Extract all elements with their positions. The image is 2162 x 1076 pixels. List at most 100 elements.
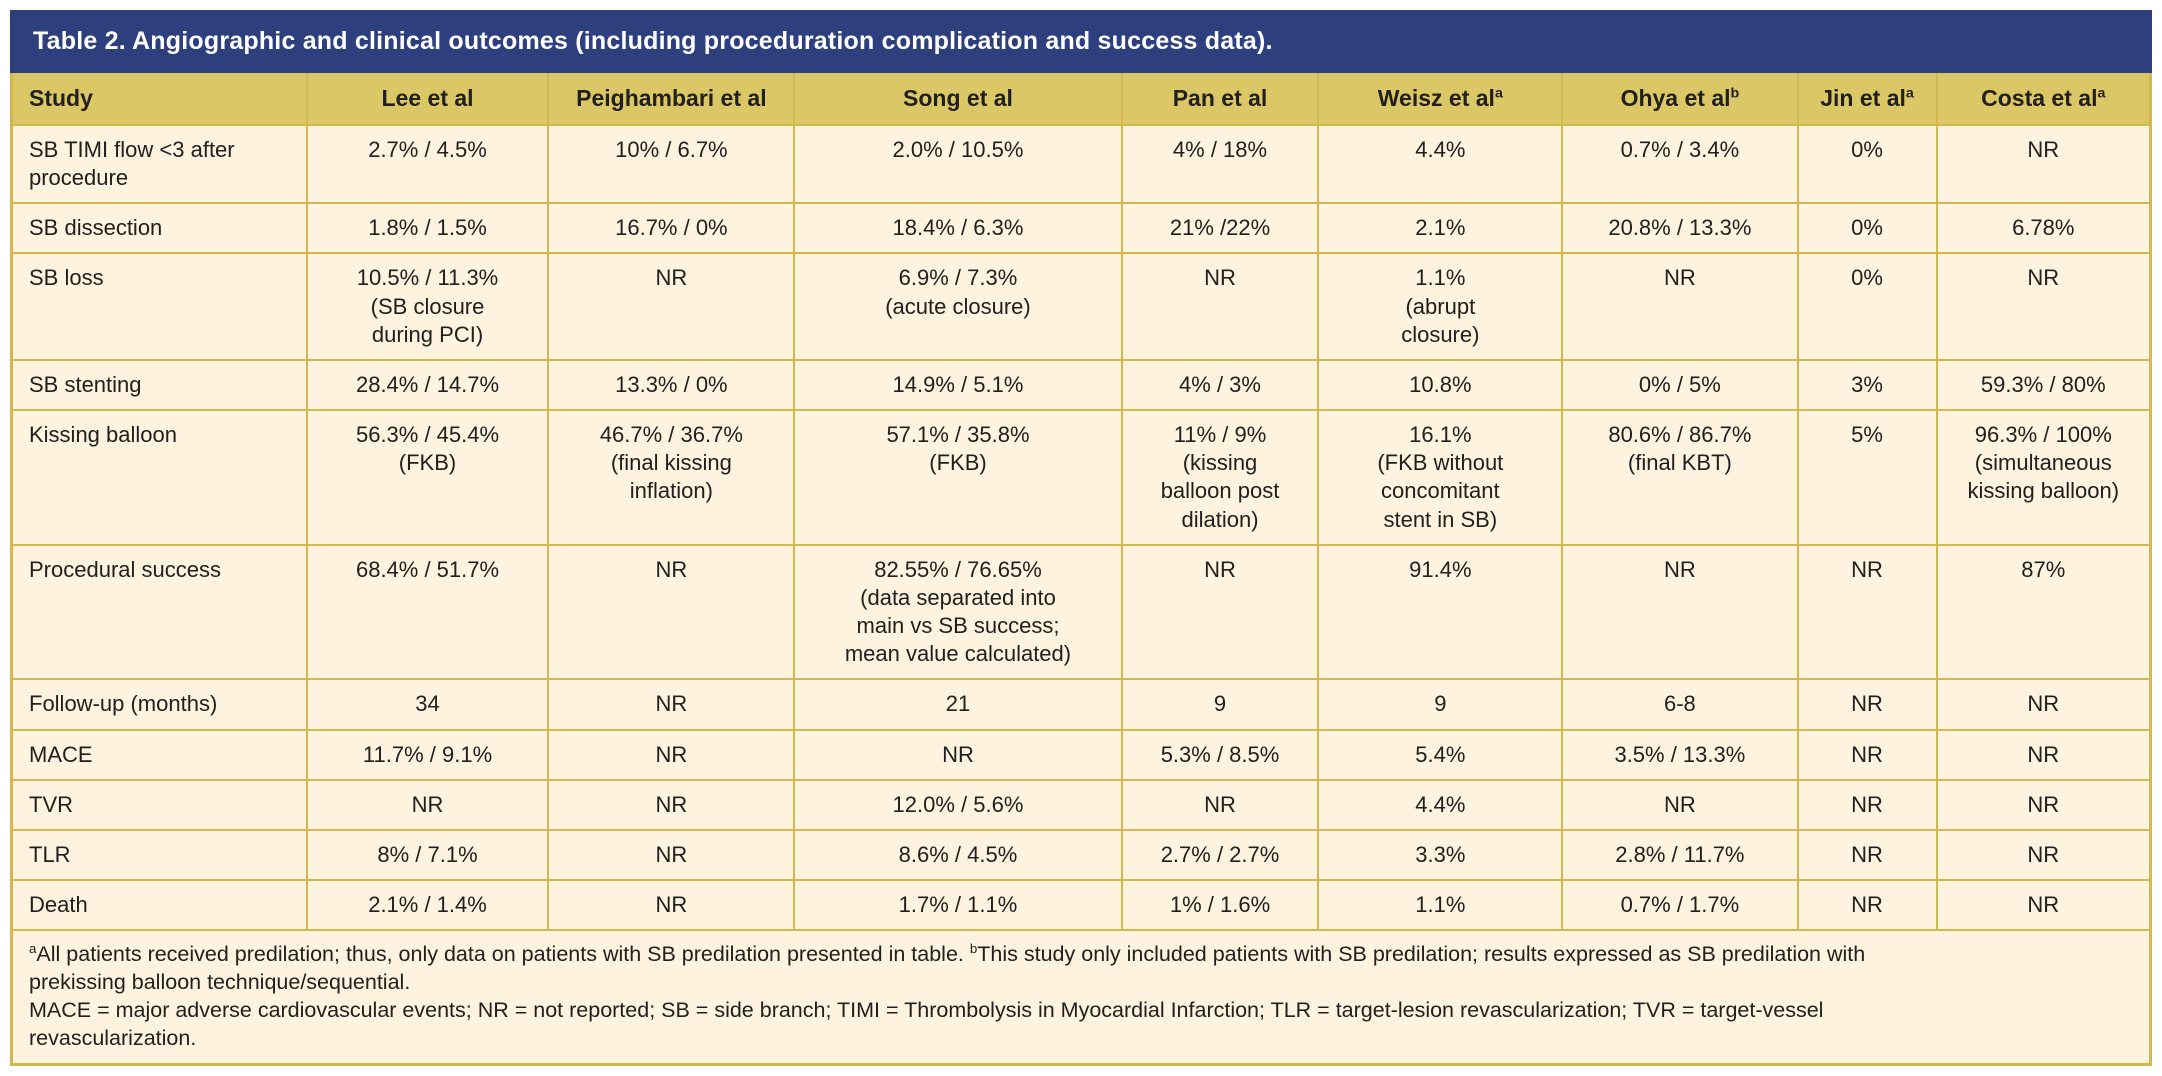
table-row-mace: MACE 11.7% / 9.1% NR NR 5.3% / 8.5% 5.4%… [10, 728, 2152, 781]
table-cell: 59.3% / 80% [1935, 358, 2152, 412]
table-cell: NR [793, 728, 1123, 781]
superscript-a: a [2097, 85, 2106, 102]
table-row-tlr: TLR 8% / 7.1% NR 8.6% / 4.5% 2.7% / 2.7%… [10, 828, 2152, 881]
table-cell: NR [1935, 252, 2152, 361]
table-cell: 91.4% [1317, 543, 1564, 681]
table-cell: 3% [1796, 358, 1938, 412]
table-cell: NR [1796, 828, 1938, 881]
table-cell: NR [305, 778, 550, 831]
footnotes: aAll patients received predilation; thus… [10, 929, 2152, 1066]
column-header-label: Jin et al [1820, 85, 1906, 111]
table-cell: 80.6% / 86.7% (final KBT) [1561, 409, 1799, 546]
column-header-weisz: Weisz et ala [1317, 70, 1564, 126]
table-cell: 9 [1317, 678, 1564, 731]
table-cell: 11% / 9% (kissing balloon post dilation) [1120, 409, 1320, 546]
table-cell: 1% / 1.6% [1120, 878, 1320, 932]
table-cell: NR [1561, 543, 1799, 681]
table-cell: 6-8 [1561, 678, 1799, 731]
table-cell: 0% [1796, 202, 1938, 255]
footnote-text-a: All patients received predilation; thus,… [36, 942, 970, 967]
table-cell: 5% [1796, 409, 1938, 546]
row-label: Kissing balloon [10, 409, 308, 546]
row-label: Follow-up (months) [10, 678, 308, 731]
table-cell: 56.3% / 45.4% (FKB) [305, 409, 550, 546]
table-cell: 18.4% / 6.3% [793, 202, 1123, 255]
table-cell: NR [1935, 828, 2152, 881]
row-label: Procedural success [10, 543, 308, 681]
table-cell: 0.7% / 3.4% [1561, 123, 1799, 205]
table-cell: NR [547, 543, 796, 681]
column-header-song: Song et al [793, 70, 1123, 126]
table-cell: 34 [305, 678, 550, 731]
table-cell: 2.1% [1317, 202, 1564, 255]
table-cell: 5.4% [1317, 728, 1564, 781]
table-cell: 9 [1120, 678, 1320, 731]
table-row-sb-stenting: SB stenting 28.4% / 14.7% 13.3% / 0% 14.… [10, 358, 2152, 412]
column-header-peighambari: Peighambari et al [547, 70, 796, 126]
table-cell: 10% / 6.7% [547, 123, 796, 205]
table-cell: 96.3% / 100% (simultaneous kissing ballo… [1935, 409, 2152, 546]
table-cell: NR [1796, 728, 1938, 781]
table-cell: 3.3% [1317, 828, 1564, 881]
row-label: MACE [10, 728, 308, 781]
table-cell: NR [547, 678, 796, 731]
table-row-death: Death 2.1% / 1.4% NR 1.7% / 1.1% 1% / 1.… [10, 878, 2152, 932]
table-cell: 5.3% / 8.5% [1120, 728, 1320, 781]
table-cell: 8.6% / 4.5% [793, 828, 1123, 881]
table-cell: 10.5% / 11.3% (SB closure during PCI) [305, 252, 550, 361]
table-cell: 2.7% / 2.7% [1120, 828, 1320, 881]
table-cell: 4.4% [1317, 778, 1564, 831]
table-cell: 16.7% / 0% [547, 202, 796, 255]
table-cell: NR [1120, 252, 1320, 361]
row-label: TVR [10, 778, 308, 831]
row-label: SB TIMI flow <3 after procedure [10, 123, 308, 205]
header-row: Study Lee et al Peighambari et al Song e… [10, 70, 2152, 126]
superscript-a: a [1494, 85, 1503, 102]
table-cell: NR [1561, 252, 1799, 361]
outcomes-table: Table 2. Angiographic and clinical outco… [10, 10, 2152, 1066]
table-cell: NR [1561, 778, 1799, 831]
table-cell: NR [547, 778, 796, 831]
title-row: Table 2. Angiographic and clinical outco… [10, 10, 2152, 73]
table-cell: 8% / 7.1% [305, 828, 550, 881]
table-cell: 21% /22% [1120, 202, 1320, 255]
table-cell: NR [547, 252, 796, 361]
table-cell: 82.55% / 76.65% (data separated into mai… [793, 543, 1123, 681]
footnote-text-b: This study only included patients with S… [29, 942, 1866, 995]
table-cell: 2.8% / 11.7% [1561, 828, 1799, 881]
table-cell: 1.7% / 1.1% [793, 878, 1123, 932]
row-label: SB loss [10, 252, 308, 361]
table-cell: 1.1% (abrupt closure) [1317, 252, 1564, 361]
table-cell: 1.1% [1317, 878, 1564, 932]
footnote-abbreviations: MACE = major adverse cardiovascular even… [29, 998, 1824, 1050]
column-header-pan: Pan et al [1120, 70, 1320, 126]
table-cell: 2.7% / 4.5% [305, 123, 550, 205]
row-label: Death [10, 878, 308, 932]
table-row-sb-loss: SB loss 10.5% / 11.3% (SB closure during… [10, 252, 2152, 361]
table-cell: NR [1935, 123, 2152, 205]
table-cell: NR [1120, 778, 1320, 831]
superscript-b: b [1730, 85, 1740, 102]
table-cell: NR [1935, 678, 2152, 731]
table-cell: 20.8% / 13.3% [1561, 202, 1799, 255]
table-cell: NR [1796, 878, 1938, 932]
row-label: SB stenting [10, 358, 308, 412]
table-row-sb-dissection: SB dissection 1.8% / 1.5% 16.7% / 0% 18.… [10, 202, 2152, 255]
table-cell: 14.9% / 5.1% [793, 358, 1123, 412]
table-cell: 4.4% [1317, 123, 1564, 205]
table-cell: 2.1% / 1.4% [305, 878, 550, 932]
table-cell: 0% [1796, 123, 1938, 205]
column-header-ohya: Ohya et alb [1561, 70, 1799, 126]
footnote-row: aAll patients received predilation; thus… [10, 929, 2152, 1066]
table-row-kissing-balloon: Kissing balloon 56.3% / 45.4% (FKB) 46.7… [10, 409, 2152, 546]
table-cell: NR [1935, 728, 2152, 781]
table-cell: 16.1% (FKB without concomitant stent in … [1317, 409, 1564, 546]
table-cell: NR [1796, 778, 1938, 831]
table-cell: 4% / 3% [1120, 358, 1320, 412]
row-label: TLR [10, 828, 308, 881]
table-cell: 87% [1935, 543, 2152, 681]
column-header-lee: Lee et al [305, 70, 550, 126]
table-cell: 2.0% / 10.5% [793, 123, 1123, 205]
column-header-study: Study [10, 70, 308, 126]
table-cell: 46.7% / 36.7% (final kissing inflation) [547, 409, 796, 546]
